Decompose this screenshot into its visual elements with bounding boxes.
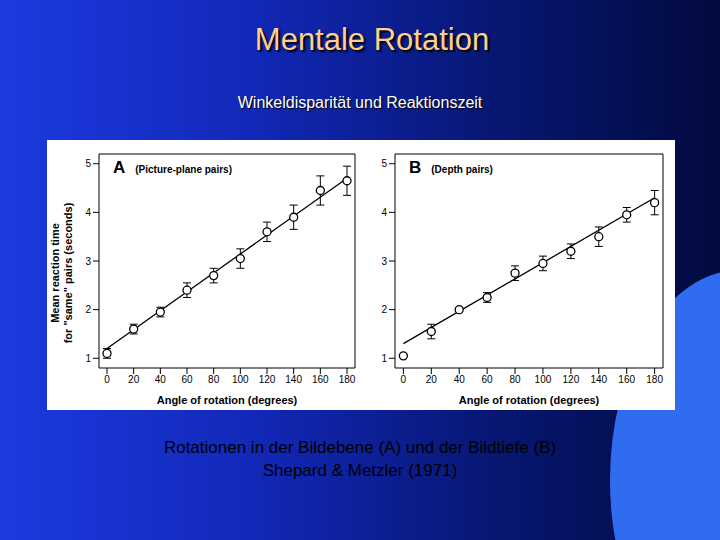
- svg-text:4: 4: [85, 207, 91, 218]
- svg-text:Angle of rotation (degrees): Angle of rotation (degrees): [459, 394, 600, 406]
- svg-text:2: 2: [381, 304, 387, 315]
- svg-text:0: 0: [401, 374, 407, 385]
- svg-text:180: 180: [339, 374, 356, 385]
- svg-text:160: 160: [618, 374, 635, 385]
- html-text:Winkeldisparität und Reaktions: Winkeldisparität und Reaktionszeit: [237, 94, 483, 111]
- svg-text:20: 20: [426, 374, 438, 385]
- html-text:Mentale Rotation: Mentale Rotation: [254, 22, 490, 57]
- svg-text:60: 60: [181, 374, 193, 385]
- html-text:A: A: [113, 158, 126, 177]
- svg-text:180: 180: [646, 374, 663, 385]
- html-text:(Picture-plane pairs): (Picture-plane pairs): [135, 164, 232, 175]
- svg-text:3: 3: [85, 256, 91, 267]
- html-text:B: B: [409, 158, 422, 177]
- svg-text:20: 20: [128, 374, 140, 385]
- svg-text:100: 100: [232, 374, 249, 385]
- svg-text:60: 60: [482, 374, 494, 385]
- html-text:Rotationen in der Bildebene (A: Rotationen in der Bildebene (A) und der …: [163, 438, 557, 457]
- html-text:(Depth pairs): (Depth pairs): [431, 164, 493, 175]
- svg-text:80: 80: [509, 374, 521, 385]
- svg-text:40: 40: [454, 374, 466, 385]
- svg-text:5: 5: [381, 158, 387, 169]
- svg-text:80: 80: [208, 374, 220, 385]
- svg-text:120: 120: [259, 374, 276, 385]
- svg-text:2: 2: [85, 304, 91, 315]
- svg-text:140: 140: [285, 374, 302, 385]
- svg-text:0: 0: [104, 374, 110, 385]
- svg-text:4: 4: [381, 207, 387, 218]
- svg-text:3: 3: [381, 256, 387, 267]
- html-text:Mean reaction time for "same": Mean reaction time for "same" pairs (sec…: [49, 202, 74, 344]
- svg-text:120: 120: [563, 374, 580, 385]
- svg-text:140: 140: [590, 374, 607, 385]
- svg-text:1: 1: [85, 353, 91, 364]
- svg-text:Angle of rotation (degrees): Angle of rotation (degrees): [157, 394, 298, 406]
- html-text:Shepard & Metzler (1971): Shepard & Metzler (1971): [262, 461, 458, 480]
- svg-text:40: 40: [155, 374, 167, 385]
- svg-text:100: 100: [535, 374, 552, 385]
- svg-text:1: 1: [381, 353, 387, 364]
- svg-text:160: 160: [312, 374, 329, 385]
- svg-text:5: 5: [85, 158, 91, 169]
